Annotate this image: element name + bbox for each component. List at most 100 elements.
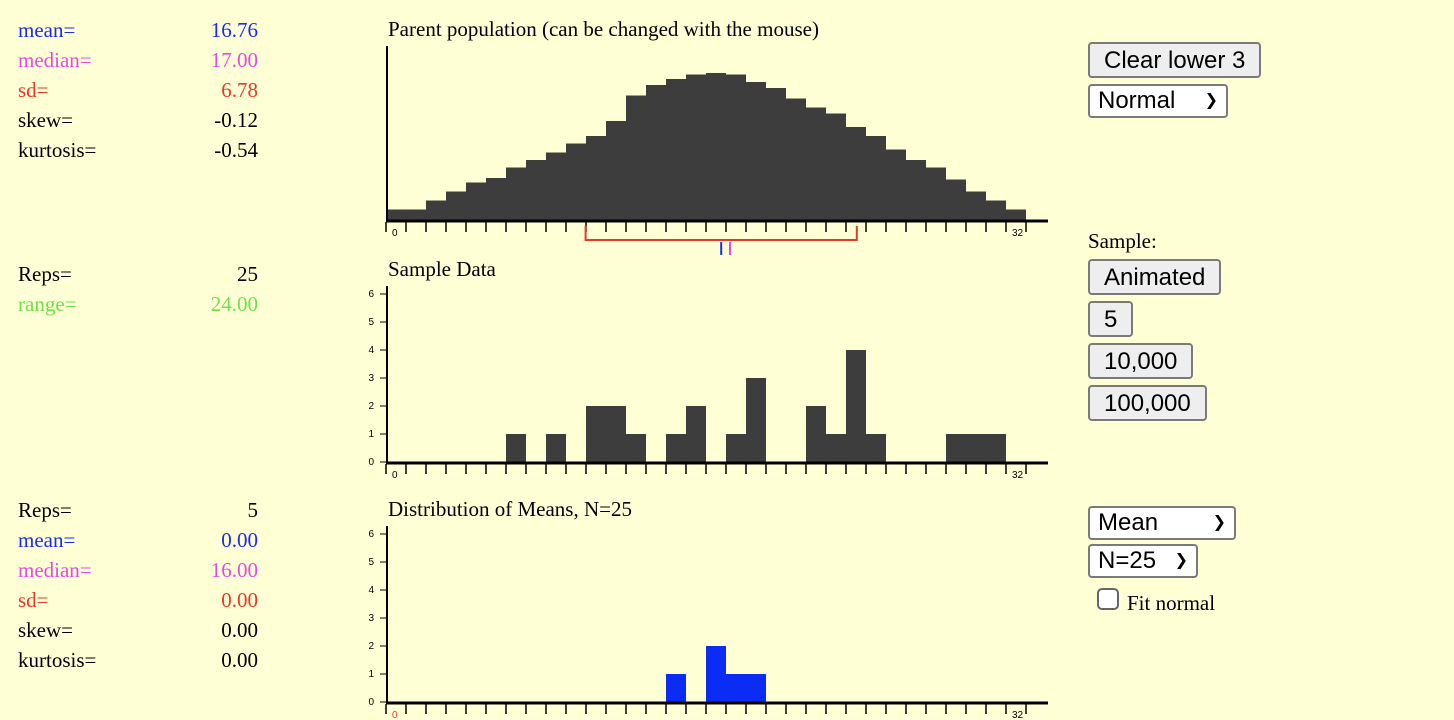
histogram-bar [966,191,986,220]
histogram-bar [446,191,466,220]
stat-row-range: range= 24.00 [18,289,258,319]
stat-row-skew: skew= -0.12 [18,105,258,135]
histogram-bar [506,434,526,462]
histogram-bar [426,200,446,220]
stat-label: skew= [18,618,74,642]
histogram-bar [566,143,586,220]
stat-label: skew= [18,108,74,132]
histogram-bar [806,107,826,220]
histogram-bar [806,406,826,462]
histogram-bar [866,434,886,462]
histogram-bar [466,182,486,220]
histogram-bar [746,82,766,220]
histogram-bar [526,160,546,220]
histogram-bar [686,406,706,462]
fit-normal-label: Fit normal [1127,591,1216,615]
means-stats: Reps= 5 mean= 0.00 median= 16.00 sd= 0.00 sk… [18,495,258,675]
stat-label: median= [18,48,92,72]
y-tick-label: 5 [368,317,374,328]
histogram-bar [726,74,746,220]
histogram-bar [846,350,866,462]
clear-lower-3-button[interactable]: Clear lower 3 [1088,42,1262,78]
sample-label: Sample: [1088,229,1157,253]
stat-label: sd= [18,78,49,102]
histogram-bar [626,95,646,220]
stat-label: mean= [18,18,76,42]
histogram-bar [406,209,426,220]
distribution-select[interactable]: Normal ❯ [1088,84,1228,118]
stat-value: 16.76 [210,18,258,42]
stat-value: 0.00 [221,618,258,642]
fit-normal-checkbox[interactable] [1097,588,1119,610]
histogram-bar [946,434,966,462]
histogram-bar [726,434,746,462]
sample-100000-button[interactable]: 100,000 [1088,385,1207,421]
histogram-bar [986,200,1006,220]
stat-row-median: median= 16.00 [18,555,258,585]
stat-value: 24.00 [210,292,258,316]
sample-stats: Reps= 25 range= 24.00 [18,259,258,319]
x-tick-label-max: 32 [1012,710,1024,720]
histogram-bar [686,74,706,220]
histogram-bar [926,167,946,220]
stat-label: sd= [18,588,49,612]
histogram-bar [546,434,566,462]
histogram-bar [826,113,846,220]
histogram-bar [986,434,1006,462]
distribution-select-value: Normal [1098,87,1176,114]
y-tick-label: 1 [368,429,374,440]
x-tick-label-min: 0 [392,228,398,239]
y-tick-label: 1 [368,669,374,680]
stat-row-mean: mean= 16.76 [18,15,258,45]
x-tick-label-min: 0 [392,470,398,481]
x-tick-label-min: 0 [392,710,398,720]
stat-label: kurtosis= [18,648,97,672]
histogram-bar [766,88,786,220]
histogram-bar [626,434,646,462]
histogram-bar [946,179,966,220]
statistic-select[interactable]: Mean ❯ [1088,506,1236,540]
histogram-bar [726,674,746,702]
stat-value: 25 [237,262,258,286]
stat-row-mean: mean= 0.00 [18,525,258,555]
stat-row-reps: Reps= 25 [18,259,258,289]
y-tick-label: 0 [368,697,374,708]
histogram-bar [546,152,566,220]
histogram-bar [786,98,806,220]
stat-value: 5 [247,498,259,522]
y-tick-label: 3 [368,613,374,624]
stat-label: range= [18,292,77,316]
y-tick-label: 0 [368,457,374,468]
histogram-bar [846,127,866,220]
histogram-bar [606,121,626,220]
stat-value: 6.78 [221,78,258,102]
y-tick-label: 2 [368,641,374,652]
sample-animated-button[interactable]: Animated [1088,259,1222,295]
parent-population-title: Parent population (can be changed with t… [388,17,819,41]
stat-label: median= [18,558,92,582]
x-tick-label-max: 32 [1012,470,1024,481]
sample-5-button[interactable]: 5 [1088,301,1134,337]
histogram-bar [826,434,846,462]
histogram-bar [666,674,686,702]
y-tick-label: 6 [368,529,374,540]
stat-value: -0.54 [214,138,258,162]
stat-row-kurtosis: kurtosis= 0.00 [18,645,258,675]
histogram-bar [746,378,766,462]
histogram-bar [606,406,626,462]
y-tick-label: 4 [368,585,374,596]
sample-10000-button[interactable]: 10,000 [1088,343,1194,379]
stat-row-sd: sd= 6.78 [18,75,258,105]
histogram-bar [586,406,606,462]
histogram-bar [706,646,726,702]
histogram-bar [886,149,906,220]
stat-value: 0.00 [221,648,258,672]
sample-size-select[interactable]: N=25 ❯ [1088,544,1198,578]
histogram-bar [646,85,666,220]
population-stats: mean= 16.76 median= 17.00 sd= 6.78 skew= -0.… [18,15,258,165]
x-tick-label-max: 32 [1012,228,1024,239]
chevron-down-icon: ❯ [1204,92,1218,109]
stat-row-median: median= 17.00 [18,45,258,75]
sample-data-title: Sample Data [388,257,496,281]
